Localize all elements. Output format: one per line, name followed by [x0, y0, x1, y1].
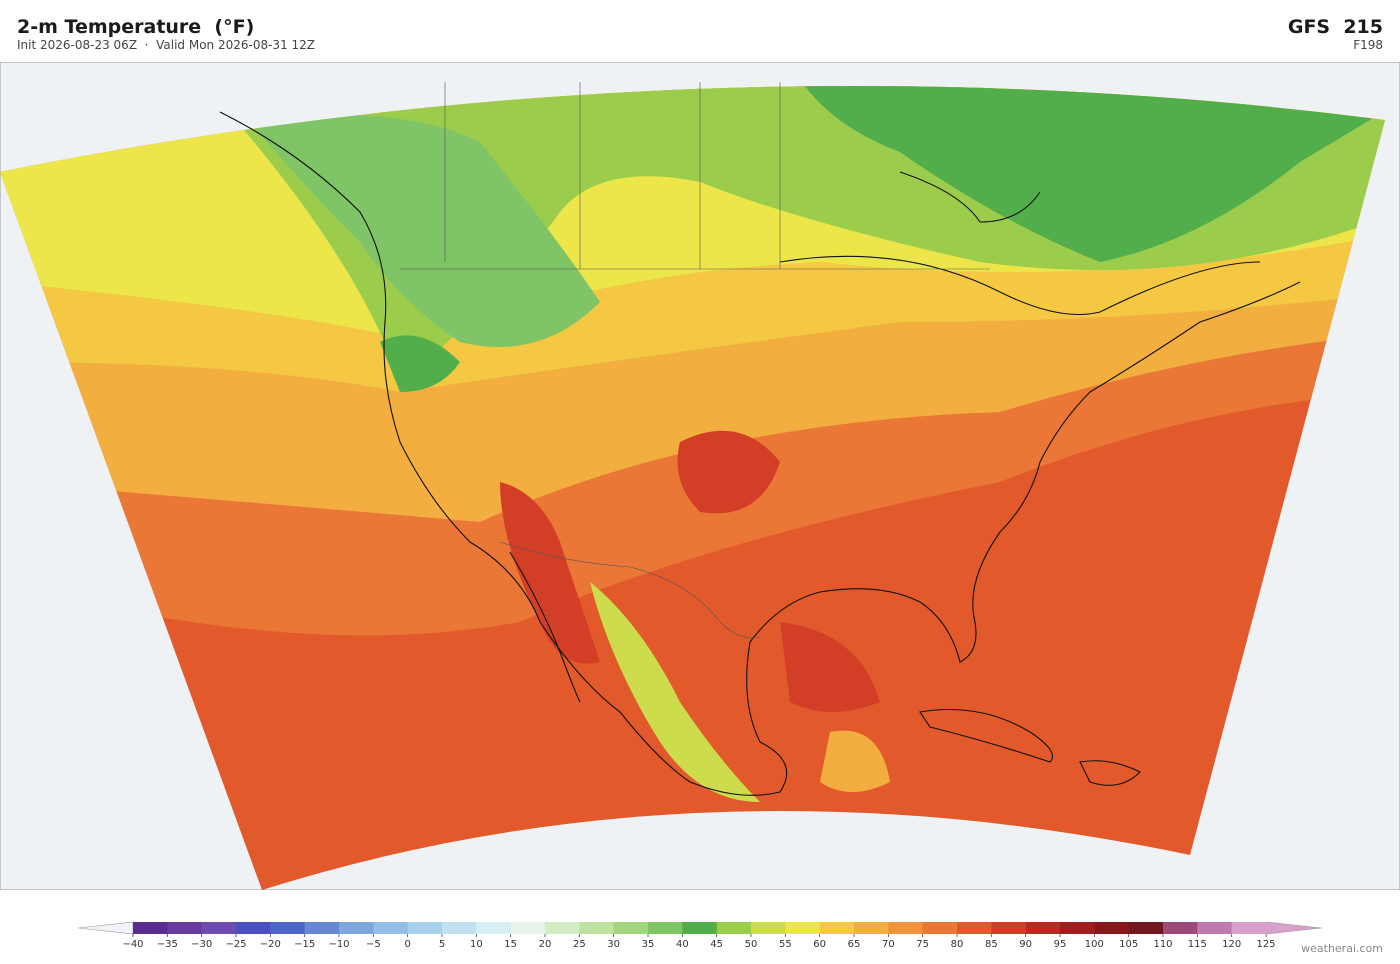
colorbar-tick-label: 50	[745, 939, 758, 950]
colorbar-segment	[407, 922, 443, 934]
colorbar-segment	[510, 922, 546, 934]
colorbar-tick-label: 105	[1119, 939, 1138, 950]
colorbar-tick-label: −5	[366, 939, 381, 950]
colorbar-tick-label: 65	[848, 939, 861, 950]
colorbar-segment	[442, 922, 477, 934]
colorbar-tick-label: 55	[779, 939, 792, 950]
colorbar-segment	[1094, 922, 1130, 934]
forecast-hour: F198	[1353, 38, 1383, 52]
colorbar-extend-low	[77, 921, 134, 935]
colorbar-segment	[270, 922, 306, 934]
colorbar-segment	[1025, 922, 1061, 934]
colorbar-tick-label: 125	[1256, 939, 1275, 950]
colorbar-segment	[133, 922, 168, 934]
colorbar-segment	[201, 922, 237, 934]
temperature-field	[0, 86, 1385, 890]
watermark: weatherai.com	[1301, 942, 1383, 955]
colorbar-segment	[1163, 922, 1198, 934]
colorbar-segment	[304, 922, 340, 934]
colorbar-segment	[682, 922, 718, 934]
colorbar-tick-label: 0	[404, 939, 410, 950]
colorbar-segment	[545, 922, 580, 934]
colorbar-tick-label: −15	[294, 939, 315, 950]
colorbar-segment	[819, 922, 855, 934]
colorbar-tick-label: 20	[539, 939, 552, 950]
colorbar-segment	[339, 922, 374, 934]
colorbar-segment	[1197, 922, 1233, 934]
colorbar-tick-label: −35	[157, 939, 178, 950]
colorbar-tick-label: 110	[1153, 939, 1172, 950]
colorbar-segment	[648, 922, 683, 934]
colorbar-tick-label: −20	[260, 939, 281, 950]
colorbar-segment	[957, 922, 992, 934]
colorbar-segment	[613, 922, 649, 934]
colorbar-segment	[476, 922, 512, 934]
colorbar-tick-label: −40	[122, 939, 143, 950]
colorbar-segment	[1231, 922, 1267, 934]
colorbar-tick-label: 45	[710, 939, 723, 950]
colorbar-tick-label: 30	[607, 939, 620, 950]
model-name: GFS 215	[1287, 16, 1383, 38]
colorbar-tick-label: 35	[642, 939, 655, 950]
colorbar-tick-label: 100	[1085, 939, 1104, 950]
coastlines	[219, 111, 1301, 796]
colorbar-tick-label: 70	[882, 939, 895, 950]
colorbar-tick-label: 80	[951, 939, 964, 950]
map	[0, 62, 1400, 890]
colorbar-tick-label: 15	[504, 939, 517, 950]
colorbar-segment	[991, 922, 1027, 934]
colorbar-segment	[854, 922, 889, 934]
colorbar-tick-label: 10	[470, 939, 483, 950]
colorbar-extend-high	[1265, 921, 1323, 935]
colorbar-segment	[579, 922, 615, 934]
colorbar: −40 −35 −30 −25 −20 −15 −10 −5 0 5 10 15 20 25 30 35 40 4…	[77, 921, 1323, 950]
colorbar-segment	[1128, 922, 1164, 934]
map-subtitle: Init 2026-08-23 06Z · Valid Mon 2026-08-…	[17, 38, 316, 52]
colorbar-segment	[888, 922, 924, 934]
colorbar-segment	[373, 922, 409, 934]
colorbar-segment	[785, 922, 821, 934]
colorbar-segment	[167, 922, 203, 934]
colorbar-tick-label: 75	[916, 939, 929, 950]
colorbar-tick-label: −25	[225, 939, 246, 950]
colorbar-tick-label: 40	[676, 939, 689, 950]
colorbar-tick-label: −30	[191, 939, 212, 950]
colorbar-tick-label: 85	[985, 939, 998, 950]
colorbar-tick-label: 25	[573, 939, 586, 950]
colorbar-tick-label: 60	[813, 939, 826, 950]
colorbar-segment	[1060, 922, 1095, 934]
colorbar-tick-label: −10	[328, 939, 349, 950]
colorbar-segment	[716, 922, 752, 934]
colorbar-segment	[751, 922, 786, 934]
borders	[400, 82, 990, 639]
colorbar-tick-label: 115	[1188, 939, 1207, 950]
colorbar-tick-label: 90	[1019, 939, 1032, 950]
map-title: 2-m Temperature (°F)	[17, 16, 255, 38]
colorbar-segment	[922, 922, 958, 934]
colorbar-tick-label: 5	[439, 939, 445, 950]
colorbar-segment	[236, 922, 271, 934]
colorbar-tick-label: 120	[1222, 939, 1241, 950]
colorbar-tick-label: 95	[1054, 939, 1067, 950]
